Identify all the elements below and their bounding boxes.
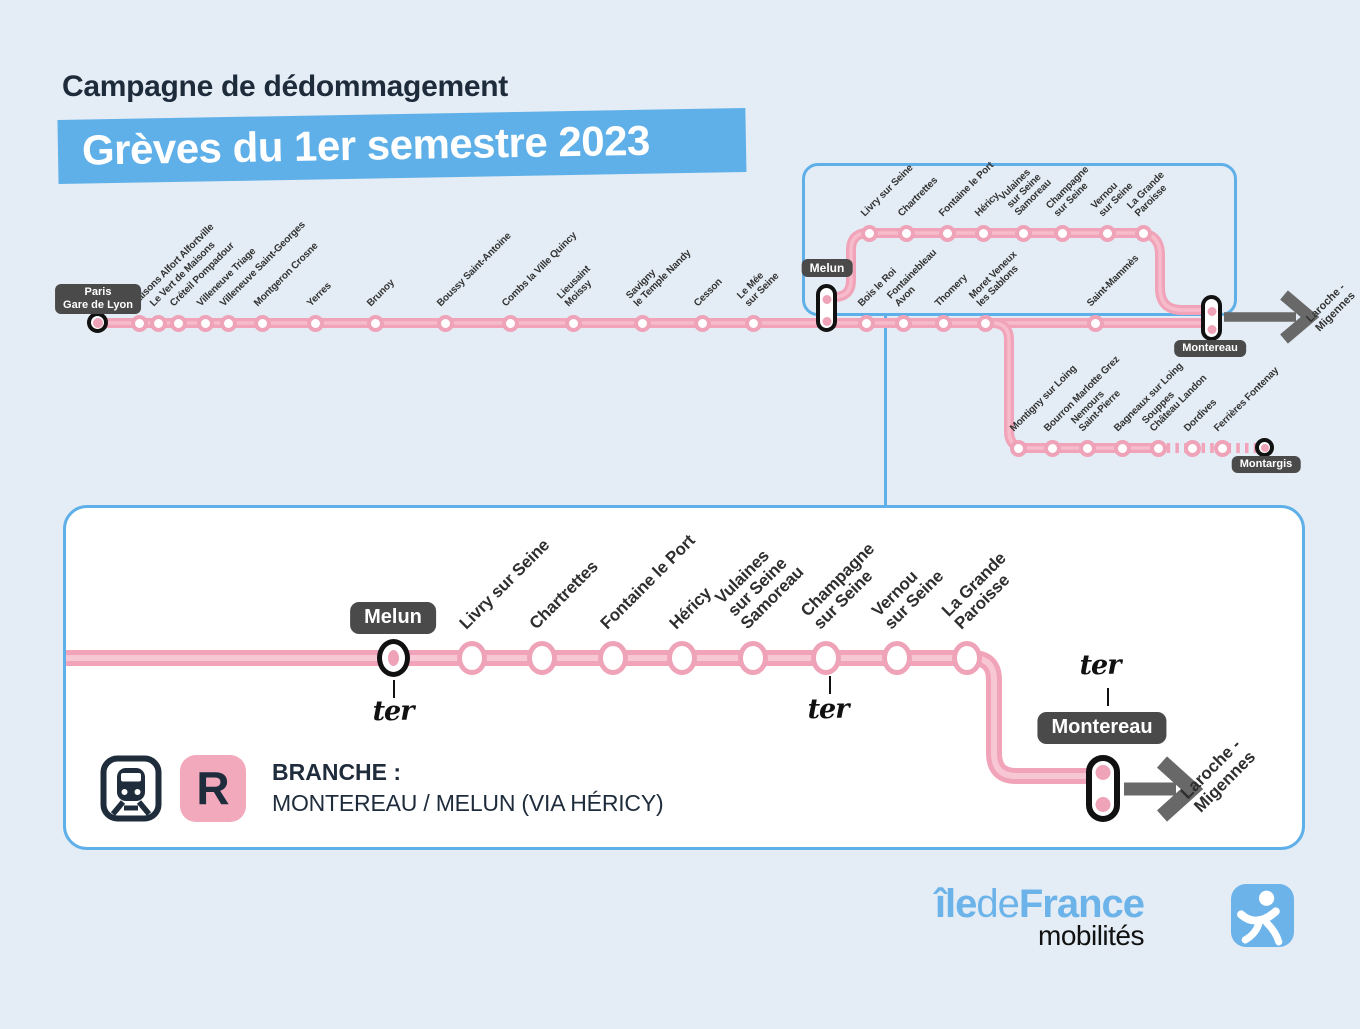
- station-label: Brunoy: [365, 277, 397, 309]
- melun-badge: Melun: [801, 259, 853, 278]
- ter-mark-montereau: ter: [1079, 650, 1122, 681]
- detail-melun-station: [377, 639, 410, 677]
- ile-de-france-mobilites-logo: îledeFrance mobilités: [54, 884, 1294, 964]
- station-dot: [501, 314, 519, 332]
- station-dot: [1113, 439, 1131, 457]
- branch-name: MONTEREAU / MELUN (VIA HÉRICY): [272, 790, 664, 816]
- station-dot: [306, 314, 324, 332]
- station-dot: [436, 314, 454, 332]
- detail-montereau-pill-station: [1086, 755, 1120, 822]
- ter-connector: [393, 680, 395, 698]
- station-label: Le Mée sur Seine: [735, 270, 782, 309]
- melun-pill-station: [816, 284, 837, 332]
- station-dot: [1043, 439, 1061, 457]
- station-label: Boussy Saint-Antoine: [435, 230, 514, 309]
- station-label: Dordives: [1182, 396, 1220, 434]
- station-dot: [1213, 439, 1231, 457]
- branch-title: BRANCHE :: [272, 759, 402, 785]
- line-r-badge: R: [180, 755, 246, 822]
- ter-connector: [1107, 688, 1109, 706]
- logo-subtitle: mobilités: [1038, 920, 1144, 951]
- ter-mark-melun: ter: [372, 696, 415, 727]
- banner-text: Grèves du 1er semestre 2023: [81, 116, 651, 174]
- station-label: Ferrières Fontenay: [1212, 364, 1281, 434]
- station-dot: [1078, 439, 1096, 457]
- station-dot: [564, 314, 582, 332]
- station-dot: [934, 314, 952, 332]
- station-dot: [149, 314, 167, 332]
- montereau-pill-station: [1201, 295, 1222, 341]
- station-label: Montigny sur Loing: [1008, 363, 1079, 434]
- station-label: Bagneaux sur Loing: [1112, 360, 1186, 434]
- highlight-frame: [802, 163, 1237, 316]
- banner: Grèves du 1er semestre 2023: [57, 107, 747, 184]
- station-label: Maisons Alfort Alfortville: [129, 221, 217, 309]
- station-dot: [693, 314, 711, 332]
- station-label: Créteil Pompadour: [168, 240, 237, 309]
- station-label: Le Vert de Maisons: [148, 239, 218, 309]
- station-dot: [1149, 439, 1167, 457]
- station-dot: [1183, 439, 1201, 457]
- station-label: Lieusaint Moissy: [555, 263, 594, 309]
- logo-wordmark: îledeFrance: [934, 882, 1145, 926]
- ter-mark-champagne: ter: [807, 694, 850, 725]
- montereau-badge: Montereau: [1174, 340, 1246, 357]
- station-dot: [744, 314, 762, 332]
- logo-person-icon: [1231, 884, 1294, 947]
- terminus-montargis: [1255, 438, 1274, 457]
- station-dot: [169, 314, 187, 332]
- station-label: Souppes Château Landon: [1140, 372, 1210, 434]
- detail-montereau-badge: Montereau: [1037, 712, 1167, 744]
- laroche-migennes-label: Laroche - Migennes: [1304, 281, 1358, 334]
- station-dot: [196, 314, 214, 332]
- callout-connector-line: [884, 315, 887, 507]
- ter-connector: [829, 676, 831, 694]
- station-label: Savigny le Temple Nandy: [624, 247, 694, 309]
- station-label: Cesson: [692, 276, 725, 309]
- logo-text: îledeFrance mobilités: [934, 882, 1145, 951]
- station-label: Montgeron Crosne: [252, 240, 321, 309]
- station-dot: [366, 314, 384, 332]
- station-label: Combs la Ville Quincy: [500, 229, 580, 309]
- paris-gare-de-lyon-badge: Paris Gare de Lyon: [55, 284, 141, 314]
- station-dot: [894, 314, 912, 332]
- station-dot: [976, 314, 994, 332]
- station-dot: [130, 314, 148, 332]
- station-dot: [1009, 439, 1027, 457]
- page-title: Campagne de dédommagement: [62, 70, 508, 103]
- terminus-paris-gare-de-lyon: [87, 312, 108, 333]
- station-label: Yerres: [305, 280, 334, 309]
- station-label: Villeneuve Triage: [195, 245, 259, 309]
- station-dot: [857, 314, 875, 332]
- station-dot: [253, 314, 271, 332]
- montargis-badge: Montargis: [1231, 456, 1301, 473]
- station-label: Villeneuve Saint-Georges: [218, 219, 308, 309]
- station-label: Bourron Marlotte Grez: [1042, 354, 1122, 434]
- montargis-branch-line: [983, 318, 1158, 453]
- station-dot: [633, 314, 651, 332]
- station-dot: [219, 314, 237, 332]
- station-dot: [1086, 314, 1104, 332]
- train-icon: [100, 755, 162, 827]
- detail-melun-badge: Melun: [350, 602, 436, 634]
- station-label: Nemours Saint-Pierre: [1069, 388, 1123, 434]
